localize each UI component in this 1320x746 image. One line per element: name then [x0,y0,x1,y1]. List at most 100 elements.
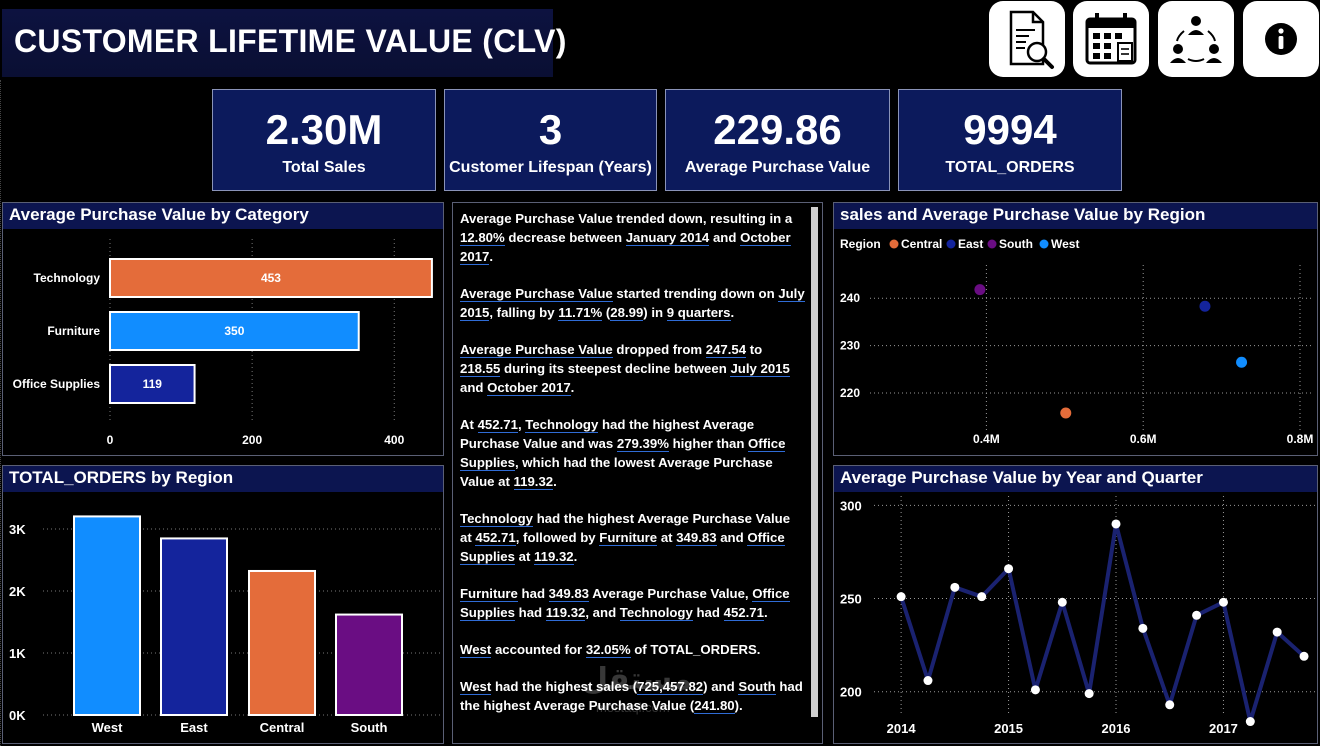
y-tick-label: 1K [9,646,26,661]
narrative-segment: At [460,417,478,432]
y-tick-label: 240 [840,291,860,305]
line-point [977,592,987,602]
narrative-scrollbar[interactable] [811,207,818,717]
orders-chart-panel: 0K 1K 2K 3K West East Central South TOTAL_ORDER… [2,465,444,744]
narrative-segment: , and [585,605,620,620]
narrative-highlight: 349.83 [548,586,590,602]
narrative-segment: had [514,605,546,620]
x-tick-label: 2017 [1209,721,1238,736]
narrative-segment: ( [602,305,611,320]
calendar-button[interactable] [1073,1,1149,77]
legend-marker [946,239,956,249]
narrative-highlight: October 2017 [487,380,571,396]
line-point [1111,519,1121,529]
narrative-segment: . [570,380,575,395]
narrative-highlight: 119.32 [545,605,586,621]
trend-chart-panel: 200 250 300 2014 2015 2016 2017 Average Purcha… [833,465,1318,744]
narrative-highlight: 725,457.82 [637,679,704,695]
legend-marker [889,239,899,249]
narrative-highlight: Furniture [599,530,658,546]
narrative-segment: had [692,605,724,620]
bar [248,569,316,716]
narrative-text: Average Purchase Value trended down, res… [460,209,805,733]
x-tick-label: 2016 [1102,721,1131,736]
narrative-segment: at [514,549,535,564]
legend-marker [1039,239,1049,249]
legend-marker [987,239,997,249]
scatter-point [1060,407,1072,419]
narrative-highlight: July 2015 [730,361,790,377]
narrative-highlight: 241.80 [694,698,735,714]
report-search-button[interactable] [989,1,1065,77]
team-network-button[interactable] [1158,1,1234,77]
narrative-segment: to [746,342,763,357]
y-tick-label: 200 [840,685,862,700]
narrative-segment: at [657,530,677,545]
x-tick-label: West [92,720,123,735]
line-point [1057,597,1067,607]
line-point [1084,689,1094,699]
narrative-segment: and [460,380,488,395]
narrative-highlight: 279.39% [616,436,669,452]
narrative-highlight: West [460,642,492,658]
bar [109,311,360,351]
x-tick-label: 0 [107,433,114,447]
narrative-segment: , which had the lowest Average Purchase … [460,455,773,489]
panel-title: sales and Average Purchase Value by Regi… [834,203,1317,229]
kpi-total-sales: 2.30M Total Sales [212,89,436,191]
kpi-label: Customer Lifespan (Years) [449,159,652,176]
x-tick-label: 2015 [994,721,1023,736]
narrative-highlight: 32.05% [585,642,631,658]
narrative-highlight: Technology [619,605,693,621]
line-point [923,676,933,686]
orders-bar-chart: 0K 1K 2K 3K West East Central South [9,515,443,735]
header-banner: CUSTOMER LIFETIME VALUE (CLV) [2,9,566,77]
narrative-segment: . [573,549,578,564]
info-button[interactable] [1243,1,1319,77]
y-tick-label: Office Supplies [13,377,101,391]
narrative-segment: Average Purchase Value trended down, res… [460,211,793,226]
x-tick-label: 400 [384,433,404,447]
watermark-logo: مستقل [582,663,692,696]
scatter-point [1199,300,1211,312]
scatter-point [1236,356,1248,368]
x-tick-label: 2014 [887,721,917,736]
narrative-paragraph: Average Purchase Value started trending … [460,284,805,322]
narrative-segment: had the highest Average Purchase Value ( [460,679,803,713]
narrative-highlight: 452.71 [475,530,516,546]
x-tick-label: 200 [242,433,262,447]
y-tick-label: 3K [9,522,26,537]
bar [109,258,433,298]
narrative-segment: Average Purchase Value, [589,586,753,601]
narrative-highlight: Technology [460,511,534,527]
narrative-paragraph: West had the highest sales (725,457.82) … [460,677,805,715]
category-bar-chart: 0 200 400 Technology 453 Furniture 350 Office S… [13,239,433,447]
panel-title: Average Purchase Value by Category [3,203,443,229]
narrative-segment: ). [734,698,743,713]
narrative-highlight: Office Supplies [460,436,786,471]
narrative-paragraph: Technology had the highest Average Purch… [460,509,805,566]
y-tick-label: Technology [34,271,101,285]
narrative-segment: accounted for [491,642,586,657]
narrative-highlight: January 2014 [625,230,710,246]
line-point [1004,564,1014,574]
info-icon [1265,23,1297,55]
scatter-point [974,284,986,296]
x-tick-label: South [351,720,388,735]
data-label: 453 [261,271,281,285]
bar [109,364,196,404]
narrative-segment: had the highest Average Purchase Value a… [460,511,791,545]
narrative-segment: had the highest sales ( [491,679,638,694]
legend-title: Region [840,237,881,251]
narrative-paragraph: Average Purchase Value dropped from 247.… [460,340,805,397]
narrative-paragraph: West accounted for 32.05% of TOTAL_ORDER… [460,640,805,659]
narrative-paragraph: Average Purchase Value trended down, res… [460,209,805,266]
line-point [1165,700,1175,710]
narrative-highlight: 218.55 [460,361,501,377]
page-title: CUSTOMER LIFETIME VALUE (CLV) [14,23,567,59]
narrative-segment: had [517,586,549,601]
narrative-highlight: 9 quarters [666,305,731,321]
scatter-chart-panel: Region Central East South West 0.4M 0.6M 0.8M 22… [833,202,1318,456]
team-network-icon [1170,16,1222,63]
y-tick-label: 250 [840,592,862,607]
